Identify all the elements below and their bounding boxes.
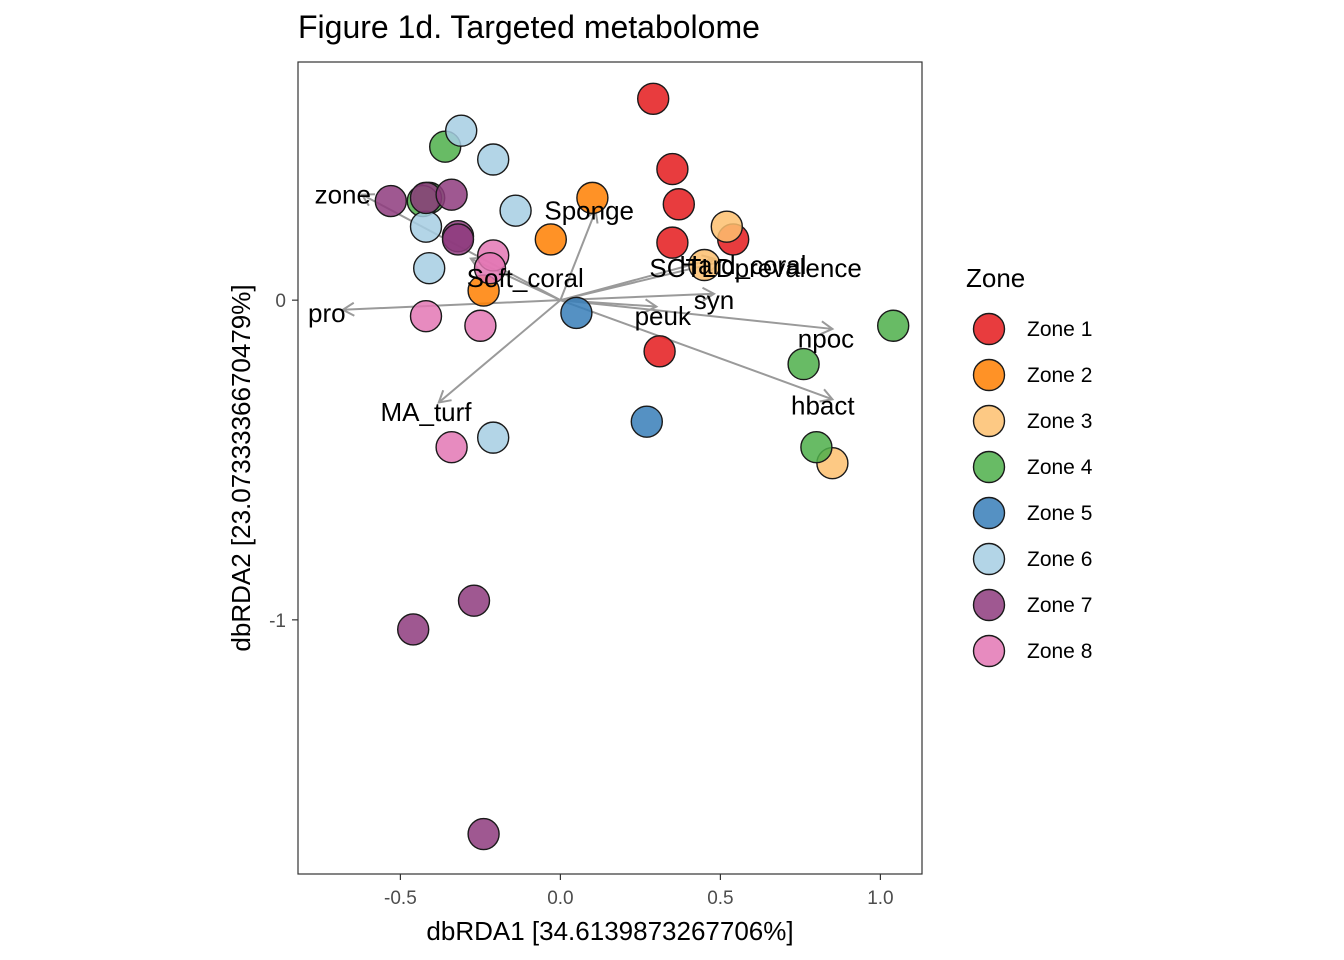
legend-label: Zone 2 <box>1027 364 1092 387</box>
data-point-zone-1 <box>643 335 676 368</box>
data-point-zone-6 <box>445 114 478 147</box>
legend-label: Zone 8 <box>1027 640 1092 663</box>
data-point-zone-2 <box>534 223 567 256</box>
legend-label: Zone 4 <box>1027 456 1093 479</box>
x-tick-label: 0.0 <box>547 888 573 909</box>
data-point-zone-3 <box>688 248 721 282</box>
data-point-zone-4 <box>800 431 833 464</box>
legend-label: Zone 1 <box>1027 318 1092 341</box>
y-tick-label: -1 <box>269 611 286 632</box>
legend-label: Zone 3 <box>1027 410 1092 433</box>
legend-item: Zone 5 <box>972 496 1092 530</box>
data-point-zone-7 <box>397 613 430 646</box>
vector-arrow-npoc <box>560 299 835 336</box>
vector-labels: zone Sponge Soft_coral SCTLDprevalenceHard_… <box>308 180 862 427</box>
data-point-zone-4 <box>787 347 820 381</box>
vector-arrow-pro <box>340 299 561 317</box>
legend-label: Zone 6 <box>1027 548 1092 571</box>
data-point-zone-7 <box>441 223 475 256</box>
plot-panel-border <box>297 61 923 875</box>
legend-swatch <box>972 312 1006 346</box>
vector-label: Soft_coral <box>467 263 584 293</box>
legend-item: Zone 8 <box>972 634 1092 668</box>
vector-arrow-ma-turf <box>437 299 562 404</box>
vector-label: pro <box>308 298 346 328</box>
vector-arrow-syn <box>560 286 716 302</box>
vector-label: peuk <box>635 301 692 331</box>
legend-swatch <box>972 634 1006 668</box>
legend-title: Zone <box>966 263 1025 293</box>
x-tick-label: 0.5 <box>707 888 733 909</box>
legend-label: Zone 5 <box>1027 502 1092 525</box>
legend-item: Zone 1 <box>972 312 1092 346</box>
vector-label: Hard_coral <box>679 250 806 280</box>
y-axis-title: dbRDA2 [23.0733336670479%] <box>226 284 256 651</box>
x-tick-label: -0.5 <box>384 888 417 909</box>
legend-label: Zone 7 <box>1027 594 1092 617</box>
data-point-zone-6 <box>477 421 510 454</box>
data-point-zone-2 <box>576 181 609 215</box>
vector-label: syn <box>694 285 734 315</box>
data-point-zone-1 <box>662 188 695 221</box>
legend-item: Zone 6 <box>972 542 1092 576</box>
data-point-zone-6 <box>409 210 443 243</box>
legend-swatch <box>972 588 1006 622</box>
legend-item: Zone 4 <box>972 450 1093 484</box>
data-point-zone-7 <box>435 178 468 211</box>
legend-item: Zone 3 <box>972 404 1092 438</box>
data-point-zone-5 <box>630 405 663 438</box>
legend-swatch <box>972 450 1006 484</box>
chart-title: Figure 1d. Targeted metabolome <box>298 9 760 45</box>
y-axis: 0 -1 <box>269 291 298 632</box>
legend-item: Zone 7 <box>972 588 1092 622</box>
data-point-zone-7 <box>457 584 491 617</box>
data-point-zone-6 <box>413 251 446 285</box>
vector-label: MA_turf <box>380 397 472 427</box>
legend-item: Zone 2 <box>972 358 1092 392</box>
legend-swatch <box>972 404 1006 438</box>
data-point-zone-1 <box>656 152 689 186</box>
vector-label: hbact <box>791 391 855 421</box>
x-tick-label: 1.0 <box>867 888 893 909</box>
legend-swatch <box>972 358 1006 392</box>
vector-label: Sponge <box>544 196 634 226</box>
data-point-zone-6 <box>477 143 510 176</box>
data-point-zone-3 <box>710 210 743 243</box>
vector-label: zone <box>315 180 371 210</box>
data-point-zone-8 <box>473 251 507 285</box>
data-point-zone-8 <box>464 309 497 342</box>
vector-label: npoc <box>798 324 854 354</box>
data-point-zone-5 <box>560 296 593 330</box>
legend: Zone Zone 1 Zone 2 Zone 3 Zone 4 Zone 5 Zone … <box>966 263 1093 668</box>
legend-swatch <box>972 496 1006 530</box>
data-point-zone-1 <box>656 226 689 259</box>
data-point-zone-8 <box>435 431 468 464</box>
vector-label: SCTLDprevalence <box>649 253 861 283</box>
data-point-zone-4 <box>877 309 910 342</box>
data-point-zone-1 <box>637 82 670 115</box>
data-point-zone-7 <box>374 184 407 218</box>
vector-arrow-hbact <box>560 299 835 403</box>
data-points <box>374 82 910 851</box>
x-axis: -0.5 0.0 0.5 1.0 <box>384 874 894 909</box>
data-point-zone-6 <box>499 194 532 227</box>
x-axis-title: dbRDA1 [34.6139873267706%] <box>426 916 793 946</box>
data-point-zone-7 <box>467 817 500 851</box>
y-tick-label: 0 <box>275 291 286 312</box>
data-point-zone-8 <box>409 299 443 333</box>
legend-swatch <box>972 542 1006 576</box>
